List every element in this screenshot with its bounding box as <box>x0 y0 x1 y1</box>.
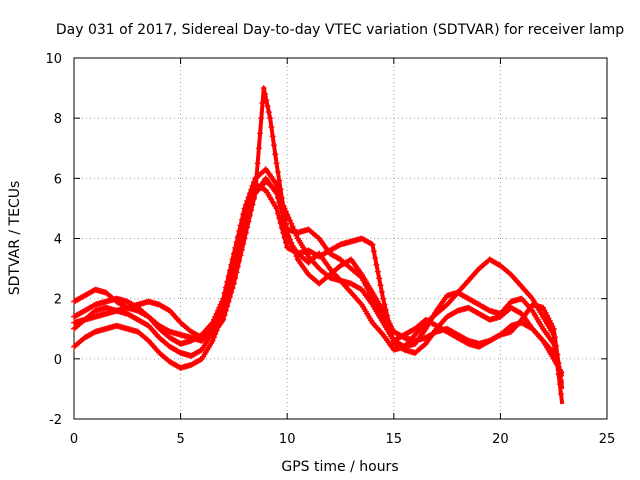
y-tick-label: 4 <box>54 233 62 248</box>
plus-markers <box>71 181 565 375</box>
series-line <box>73 167 565 405</box>
series-day-3 <box>71 181 565 375</box>
marks-layer <box>71 85 565 405</box>
y-tick-label: 8 <box>54 112 62 127</box>
series-line <box>72 182 564 375</box>
y-tick-label: 2 <box>54 293 62 308</box>
chart-title: Day 031 of 2017, Sidereal Day-to-day VTE… <box>56 22 624 38</box>
plus-markers <box>71 178 565 377</box>
grid-layer <box>74 58 607 419</box>
y-tick-label: -2 <box>49 413 62 428</box>
plus-markers <box>71 85 565 384</box>
x-tick-label: 5 <box>176 432 184 447</box>
series-day-5 <box>71 85 565 390</box>
ticks-layer: 0 5 10 15 20 25 -2 0 2 4 6 8 10 <box>45 52 615 447</box>
x-tick-label: 10 <box>279 432 296 447</box>
x-tick-label: 20 <box>492 432 509 447</box>
x-tick-label: 0 <box>70 432 78 447</box>
y-tick-label: 6 <box>54 172 62 187</box>
y-tick-label: 10 <box>45 52 62 67</box>
y-tick-label: 0 <box>54 353 62 368</box>
x-axis-label: GPS time / hours <box>281 459 398 475</box>
series-day-4 <box>71 178 565 378</box>
plot-frame <box>73 57 608 420</box>
y-axis-label: SDTVAR / TECUs <box>7 181 23 296</box>
x-tick-label: 15 <box>386 432 403 447</box>
series-line <box>72 179 565 378</box>
x-tick-label: 25 <box>599 432 616 447</box>
